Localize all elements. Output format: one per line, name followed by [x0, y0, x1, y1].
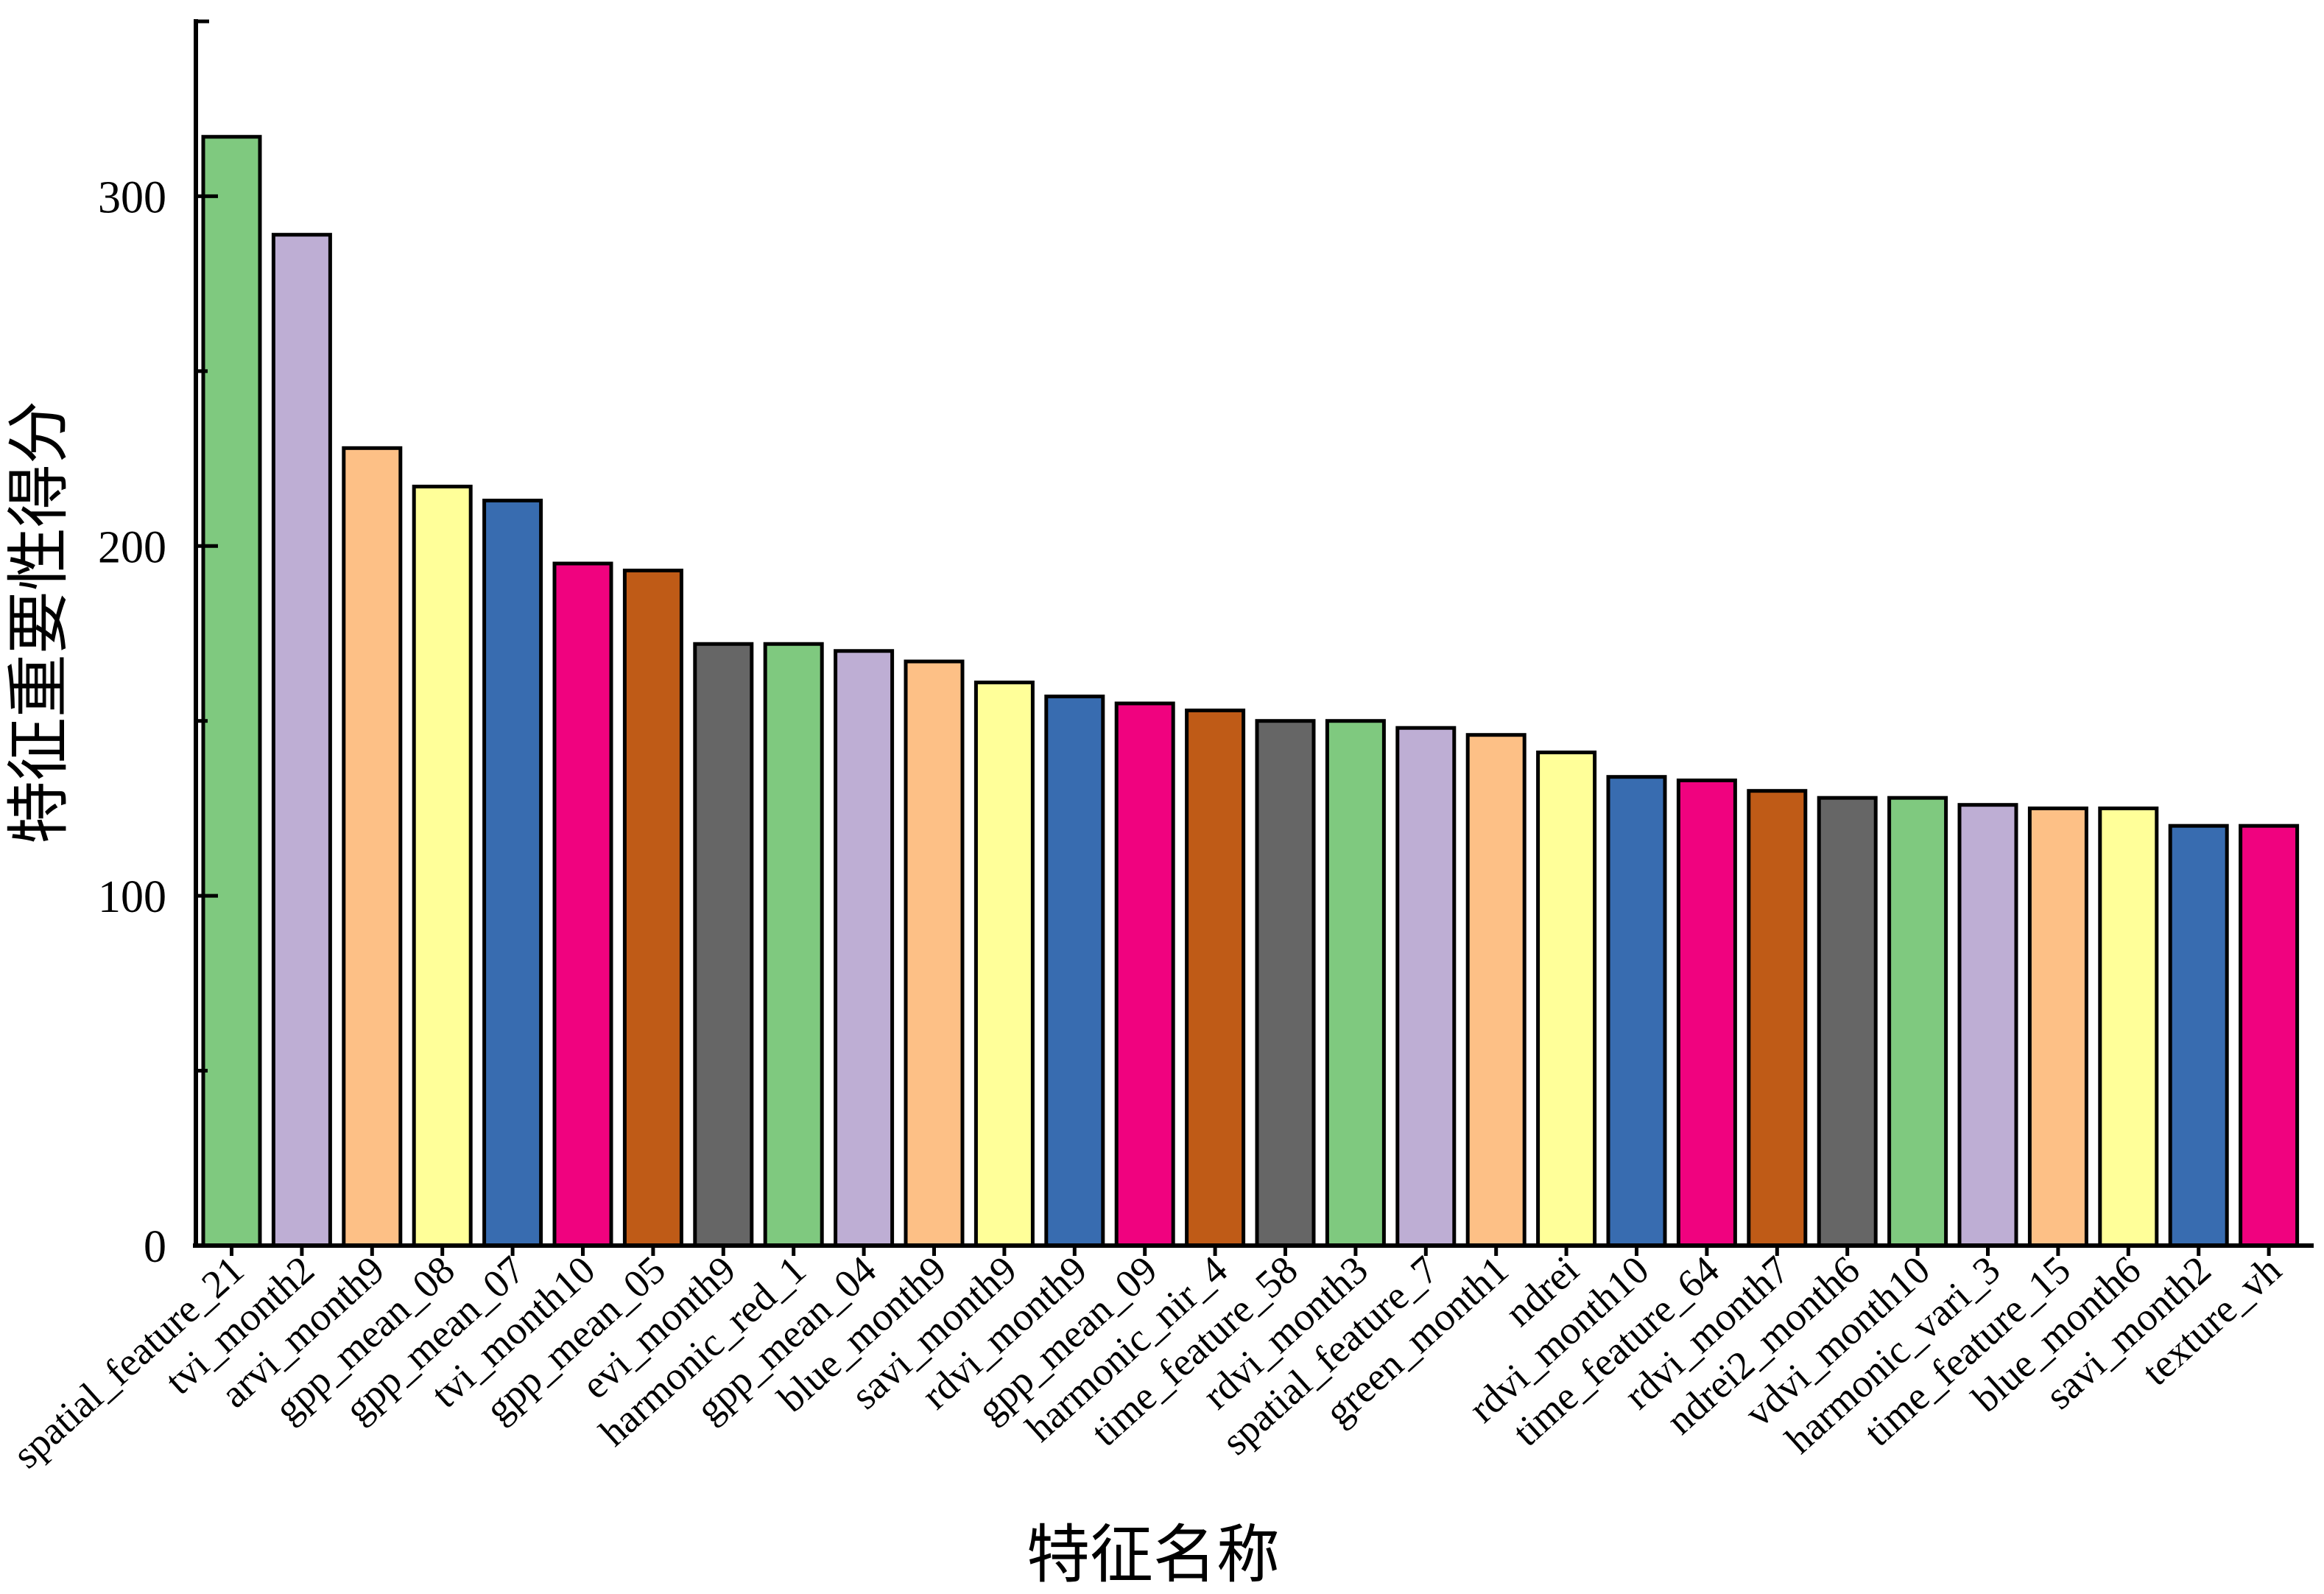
bar-time_feature_15 — [2027, 806, 2088, 1248]
bar-blue_month9 — [904, 659, 965, 1248]
bar-tvi_month10 — [552, 561, 613, 1248]
bar-harmonic_nir_4 — [1185, 708, 1246, 1248]
bar-harmonic_red_1 — [763, 642, 824, 1248]
bar-ndrei — [1536, 750, 1597, 1248]
bar-rdvi_month9 — [1044, 694, 1105, 1248]
y-tick-label: 300 — [98, 172, 166, 222]
bar-gpp_mean_04 — [834, 649, 895, 1248]
bar-rdvi_month3 — [1325, 719, 1386, 1248]
x-axis-title: 特征名称 — [1027, 1520, 1280, 1590]
bar-blue_month6 — [2098, 806, 2159, 1248]
bars-group — [201, 135, 2300, 1248]
bar-savi_month9 — [973, 680, 1035, 1248]
y-axis: 0 100 200 300 — [98, 19, 218, 1272]
bar-tvi_month2 — [271, 233, 332, 1248]
x-tick-labels: spatial_feature_21tvi_month2arvi_month9g… — [4, 1246, 2289, 1477]
bar-time_feature_58 — [1255, 719, 1316, 1248]
bar-rdvi_month10 — [1606, 775, 1667, 1248]
bar-spatial_feature_7 — [1395, 726, 1457, 1248]
y-tick-label: 0 — [144, 1222, 166, 1272]
bar-harmonic_vari_3 — [1957, 803, 2018, 1248]
bar-rdvi_month7 — [1747, 789, 1808, 1248]
y-tick-label: 100 — [98, 872, 166, 922]
bar-ndrei2_month6 — [1817, 796, 1878, 1248]
bar-green_month1 — [1465, 733, 1527, 1248]
bar-vdvi_month10 — [1887, 796, 1948, 1248]
bar-time_feature_64 — [1676, 778, 1737, 1248]
bar-gpp_mean_09 — [1114, 701, 1175, 1248]
bar-savi_month2 — [2168, 824, 2229, 1248]
y-axis-title: 特征重要性得分 — [4, 401, 74, 844]
bar-texture_vh — [2239, 824, 2300, 1248]
y-tick-label: 200 — [98, 522, 166, 572]
bar-spatial_feature_21 — [201, 135, 262, 1248]
bar-arvi_month9 — [342, 446, 403, 1248]
bar-evi_month9 — [693, 642, 754, 1248]
bar-gpp_mean_05 — [622, 569, 683, 1248]
bar-gpp_mean_08 — [412, 485, 473, 1248]
bar-gpp_mean_07 — [482, 499, 543, 1248]
